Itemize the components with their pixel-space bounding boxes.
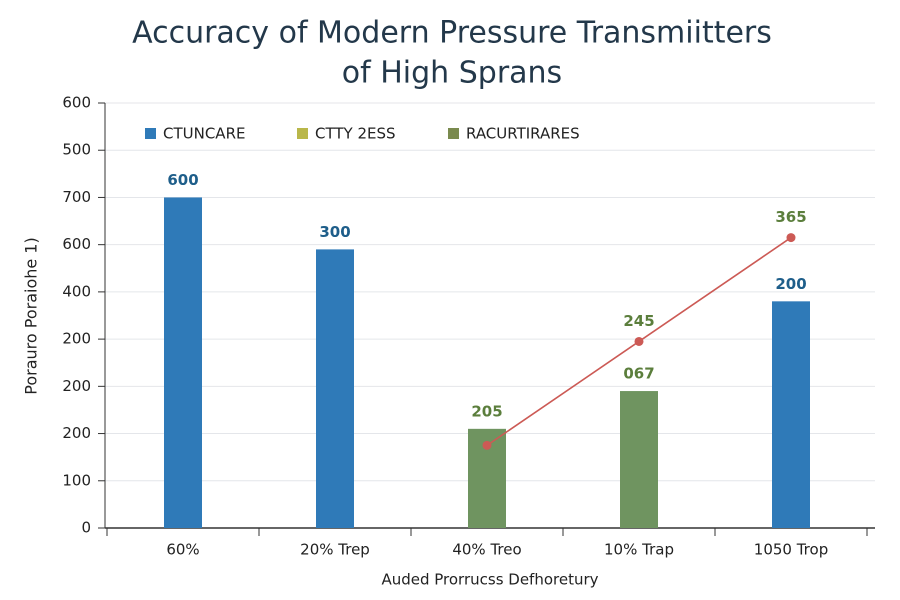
y-tick-label: 600 bbox=[62, 235, 91, 253]
legend-label: RACURTIRARES bbox=[466, 125, 580, 143]
data-label: 200 bbox=[775, 275, 806, 293]
y-tick-label: 600 bbox=[62, 94, 91, 112]
legend-swatch bbox=[448, 128, 459, 139]
y-axis-label: Porauro Poraiohe 1) bbox=[22, 237, 41, 394]
bar bbox=[316, 249, 354, 528]
data-label: 365 bbox=[775, 208, 806, 226]
x-axis-label: Auded Prorrucss Defhoretury bbox=[381, 571, 598, 589]
legend-label: CTUNCARE bbox=[163, 125, 245, 143]
line-point bbox=[482, 440, 492, 450]
data-label: 245 bbox=[623, 312, 654, 330]
line-point bbox=[634, 336, 644, 346]
legend-swatch bbox=[145, 128, 156, 139]
data-label: 300 bbox=[319, 223, 350, 241]
x-tick-label: 10% Trap bbox=[604, 541, 674, 559]
y-tick-label: 200 bbox=[62, 330, 91, 348]
chart-title: of High Sprans bbox=[342, 56, 562, 91]
x-tick-label: 20% Trep bbox=[300, 541, 370, 559]
y-tick-label: 700 bbox=[62, 188, 91, 206]
legend-label: CTTY 2ESS bbox=[315, 125, 396, 143]
legend-swatch bbox=[297, 128, 308, 139]
y-tick-label: 500 bbox=[62, 141, 91, 159]
bar bbox=[164, 197, 202, 528]
x-tick-label: 60% bbox=[166, 541, 199, 559]
chart-title: Accuracy of Modern Pressure Transmiitter… bbox=[132, 16, 772, 51]
y-tick-label: 200 bbox=[62, 377, 91, 395]
y-tick-label: 400 bbox=[62, 282, 91, 300]
x-tick-label: 40% Treo bbox=[452, 541, 521, 559]
y-tick-label: 200 bbox=[62, 424, 91, 442]
data-label: 600 bbox=[167, 171, 198, 189]
y-tick-label: 0 bbox=[81, 519, 91, 537]
y-tick-label: 100 bbox=[62, 471, 91, 489]
data-label: 205 bbox=[471, 402, 502, 420]
x-tick-label: 1050 Trop bbox=[754, 541, 828, 559]
line-point bbox=[786, 233, 796, 243]
bar bbox=[620, 391, 658, 528]
bar bbox=[772, 301, 810, 528]
data-label: 067 bbox=[623, 365, 654, 383]
